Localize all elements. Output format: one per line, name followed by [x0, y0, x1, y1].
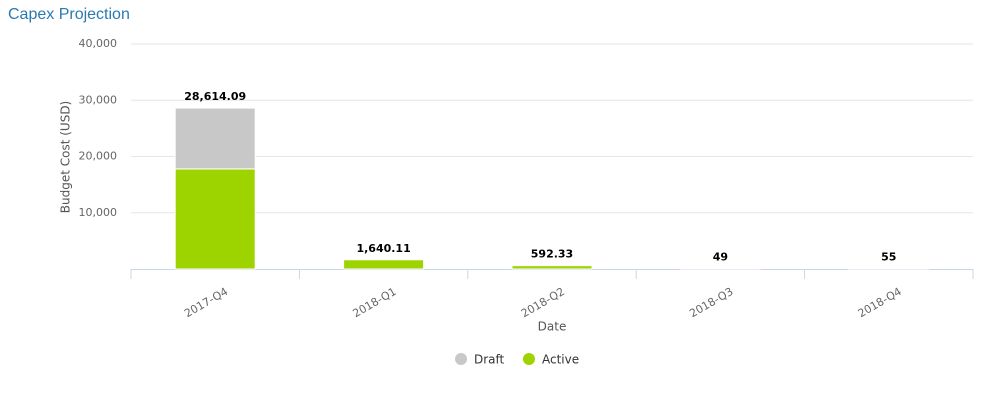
- total-label: 1,640.11: [356, 242, 410, 255]
- x-tick-label: 2018-Q1: [351, 285, 399, 320]
- y-tick-label: 30,000: [79, 93, 118, 106]
- x-axis-title: Date: [538, 320, 567, 334]
- total-label: 592.33: [531, 248, 573, 261]
- x-tick-label: 2018-Q4: [856, 285, 904, 320]
- legend-label: Active: [542, 353, 579, 367]
- x-tick-label: 2018-Q2: [519, 285, 567, 320]
- bar-segment: [511, 265, 593, 270]
- legend-label: Draft: [474, 353, 505, 367]
- legend-marker: [455, 353, 467, 365]
- chart-title: Capex Projection: [8, 6, 130, 23]
- total-label: 55: [881, 251, 896, 264]
- x-tick-label: 2018-Q3: [687, 285, 735, 320]
- total-label: 28,614.09: [184, 90, 246, 103]
- legend-marker: [523, 353, 535, 365]
- total-label: 49: [713, 251, 728, 264]
- bar-segment: [174, 168, 256, 270]
- bar-segment: [174, 107, 256, 170]
- y-tick-label: 40,000: [79, 37, 118, 50]
- x-tick-label: 2017-Q4: [182, 285, 230, 320]
- bar-segment: [343, 259, 425, 270]
- y-tick-label: 10,000: [79, 206, 118, 219]
- y-tick-label: 20,000: [79, 150, 118, 163]
- y-axis-title: Budget Cost (USD): [59, 101, 73, 213]
